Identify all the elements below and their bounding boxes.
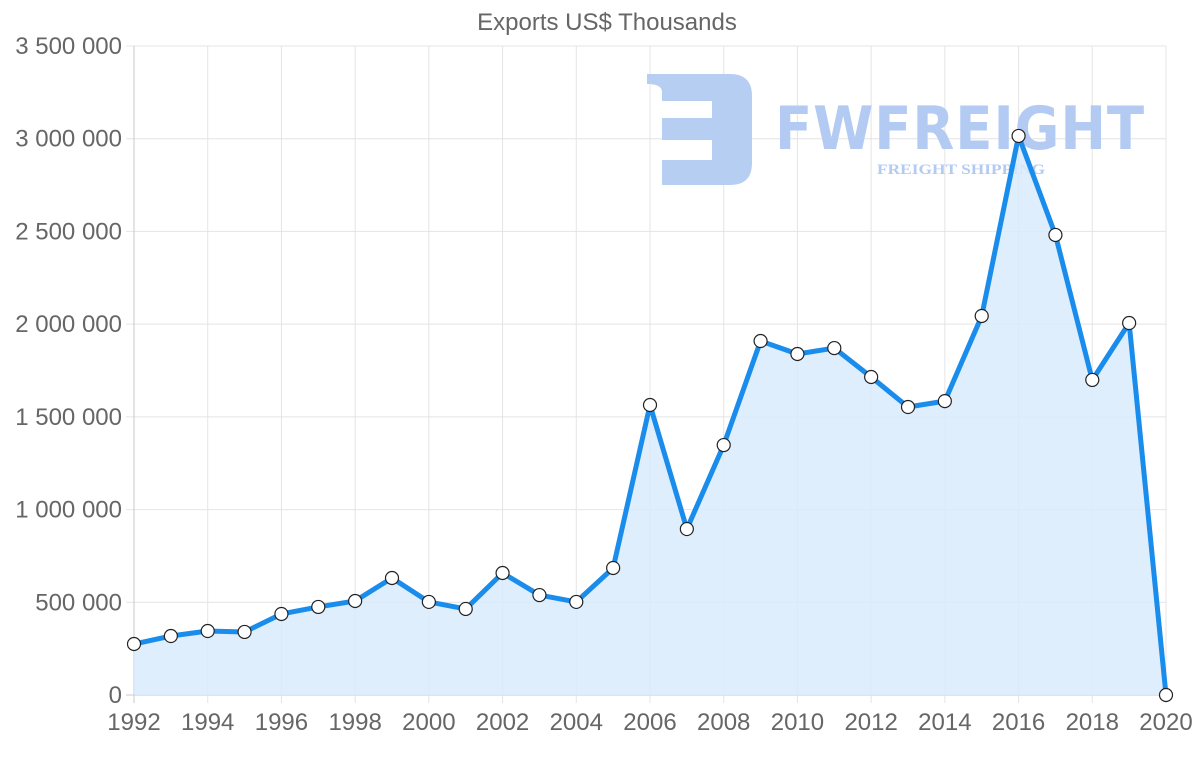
x-tick-label: 1994 <box>181 709 234 736</box>
data-point[interactable] <box>642 397 658 413</box>
watermark-tagline: FREIGHT SHIPPING <box>877 162 1045 178</box>
data-point[interactable] <box>1011 128 1026 144</box>
fw-logo-icon <box>647 74 752 185</box>
data-point[interactable] <box>126 636 142 652</box>
x-tick-label: 2006 <box>623 709 676 736</box>
y-tick-label: 0 <box>109 682 122 709</box>
data-point[interactable] <box>606 560 621 576</box>
x-tick-label: 2010 <box>771 709 824 736</box>
data-point[interactable] <box>827 340 842 356</box>
x-tick-label: 2008 <box>697 709 750 736</box>
x-tick-label: 1996 <box>255 709 308 736</box>
y-tick-label: 3 500 000 <box>15 33 122 60</box>
x-axis-ticks: 1992 1994 1996 1998 2000 2002 2004 2006 2008 2010… <box>107 709 1192 736</box>
watermark-brand: FWFREIGHT <box>775 94 1145 164</box>
y-tick-label: 1 000 000 <box>15 497 122 524</box>
data-point[interactable] <box>421 594 436 610</box>
watermark-logo: FWFREIGHT FREIGHT SHIPPING <box>647 74 1145 185</box>
data-point[interactable] <box>716 437 731 453</box>
x-tick-label: 2002 <box>476 709 529 736</box>
data-point[interactable] <box>163 628 178 644</box>
x-tick-label: 2016 <box>992 709 1045 736</box>
data-point[interactable] <box>569 594 584 610</box>
x-tick-label: 2014 <box>918 709 971 736</box>
data-point[interactable] <box>237 624 252 640</box>
data-point[interactable] <box>753 333 768 349</box>
y-tick-label: 500 000 <box>35 589 122 616</box>
data-point[interactable] <box>1122 315 1137 331</box>
data-point[interactable] <box>974 308 989 324</box>
x-tick-label: 2018 <box>1066 709 1119 736</box>
data-point[interactable] <box>679 521 694 537</box>
data-point[interactable] <box>937 393 952 409</box>
x-tick-label: 1992 <box>107 709 160 736</box>
data-point[interactable] <box>495 565 510 581</box>
y-tick-label: 1 500 000 <box>15 404 122 431</box>
y-tick-label: 2 000 000 <box>15 311 122 338</box>
data-point[interactable] <box>790 346 805 362</box>
data-point[interactable] <box>1048 227 1063 243</box>
x-tick-label: 2000 <box>402 709 455 736</box>
data-point[interactable] <box>274 606 289 622</box>
chart-title: Exports US$ Thousands <box>477 9 737 36</box>
data-point[interactable] <box>458 601 473 617</box>
data-points <box>126 128 1174 703</box>
data-point[interactable] <box>311 599 326 615</box>
x-tick-label: 2004 <box>550 709 603 736</box>
y-axis-ticks: 0 500 000 1 000 000 1 500 000 2 000 000 2 500… <box>15 33 122 709</box>
y-tick-label: 3 000 000 <box>15 126 122 153</box>
x-tick-label: 2020 <box>1139 709 1192 736</box>
data-point[interactable] <box>1158 687 1174 703</box>
data-point[interactable] <box>900 399 916 415</box>
y-tick-label: 2 500 000 <box>15 218 122 245</box>
data-point[interactable] <box>1085 372 1100 388</box>
data-point[interactable] <box>348 593 363 609</box>
x-tick-label: 1998 <box>328 709 381 736</box>
data-point[interactable] <box>200 623 215 639</box>
x-tick-label: 2012 <box>844 709 897 736</box>
data-point[interactable] <box>532 587 547 603</box>
data-point[interactable] <box>384 570 400 586</box>
data-point[interactable] <box>864 369 879 385</box>
